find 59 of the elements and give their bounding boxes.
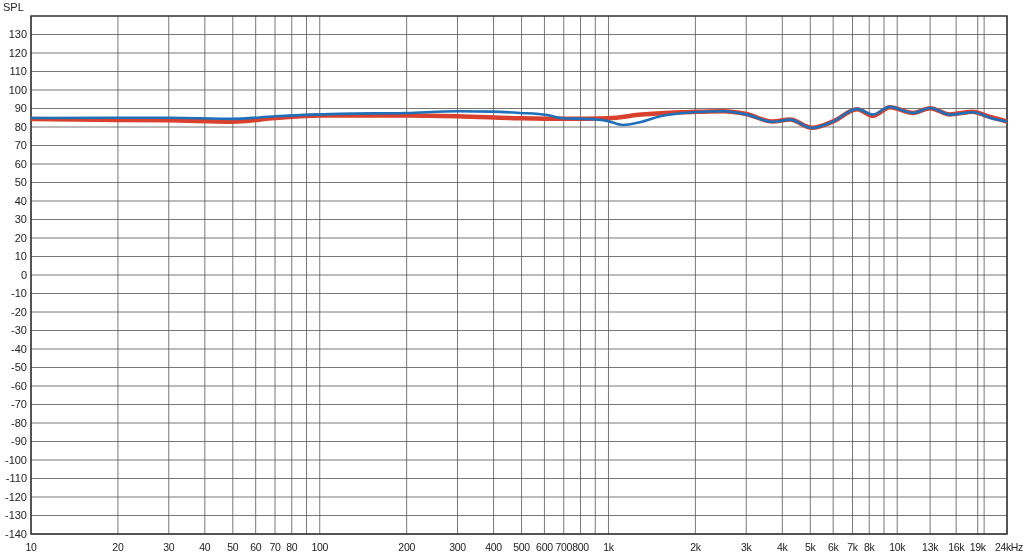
x-tick-label: 1k <box>603 541 615 553</box>
y-tick-label: 50 <box>14 176 27 189</box>
y-tick-label: -50 <box>11 361 27 374</box>
x-tick-label: 800 <box>572 541 590 553</box>
y-tick-label: -130 <box>4 509 27 522</box>
x-tick-label: 2k <box>690 541 702 553</box>
x-tick-label: 70 <box>269 541 282 553</box>
y-tick-label: -10 <box>11 287 27 300</box>
x-tick-label: 60 <box>250 541 262 553</box>
y-tick-label: 110 <box>9 65 27 78</box>
y-tick-label: -100 <box>4 453 27 466</box>
y-tick-label: 90 <box>14 102 27 115</box>
y-tick-label: -30 <box>11 324 27 337</box>
x-tick-label: 500 <box>513 541 531 553</box>
x-axis-title: Hz <box>1010 541 1024 553</box>
x-tick-label: 600 <box>536 541 554 553</box>
x-tick-label: 300 <box>449 541 467 553</box>
y-tick-label: -60 <box>11 379 27 392</box>
y-tick-label: -80 <box>11 416 27 429</box>
y-tick-label: 30 <box>14 213 27 226</box>
x-tick-label: 5k <box>805 541 817 553</box>
x-tick-label: 10 <box>25 541 37 553</box>
y-tick-label: -70 <box>11 398 27 411</box>
x-tick-label: 50 <box>227 541 239 553</box>
y-tick-label: -90 <box>11 435 27 448</box>
y-tick-label: 70 <box>14 139 27 152</box>
x-tick-label: 30 <box>163 541 175 553</box>
y-tick-label: -20 <box>11 305 27 318</box>
y-tick-label: -140 <box>4 527 27 540</box>
y-tick-label: -120 <box>4 490 27 503</box>
y-tick-label: 20 <box>14 231 27 244</box>
x-tick-label: 10k <box>889 541 907 553</box>
x-tick-label: 16k <box>948 541 966 553</box>
y-axis-title: SPL <box>3 1 24 13</box>
y-tick-label: 40 <box>14 194 27 207</box>
y-tick-label: 120 <box>8 46 27 59</box>
x-tick-label: 700 <box>555 541 573 553</box>
x-tick-label: 8k <box>863 541 876 553</box>
y-tick-label: 0 <box>20 268 27 281</box>
x-tick-label: 20 <box>112 541 124 553</box>
x-tick-label: 19k <box>969 541 987 553</box>
y-tick-label: 60 <box>14 157 27 170</box>
y-tick-label: 10 <box>14 250 27 263</box>
x-tick-label: 200 <box>398 541 416 553</box>
x-tick-label: 40 <box>199 541 211 553</box>
y-tick-label: -40 <box>11 342 27 355</box>
y-tick-label: 130 <box>8 28 27 41</box>
x-tick-label: 24k <box>994 541 1013 553</box>
x-tick-label: 4k <box>777 541 789 553</box>
y-tick-label: 100 <box>8 83 27 96</box>
x-tick-label: 6k <box>827 541 840 553</box>
x-tick-label: 13k <box>922 541 940 553</box>
x-tick-label: 400 <box>485 541 503 553</box>
x-tick-label: 3k <box>740 541 753 553</box>
y-tick-label: -110 <box>5 472 27 485</box>
x-tick-label: 7k <box>847 541 859 553</box>
x-tick-label: 80 <box>286 541 298 553</box>
x-tick-label: 100 <box>311 541 329 553</box>
y-tick-label: 80 <box>14 120 27 133</box>
